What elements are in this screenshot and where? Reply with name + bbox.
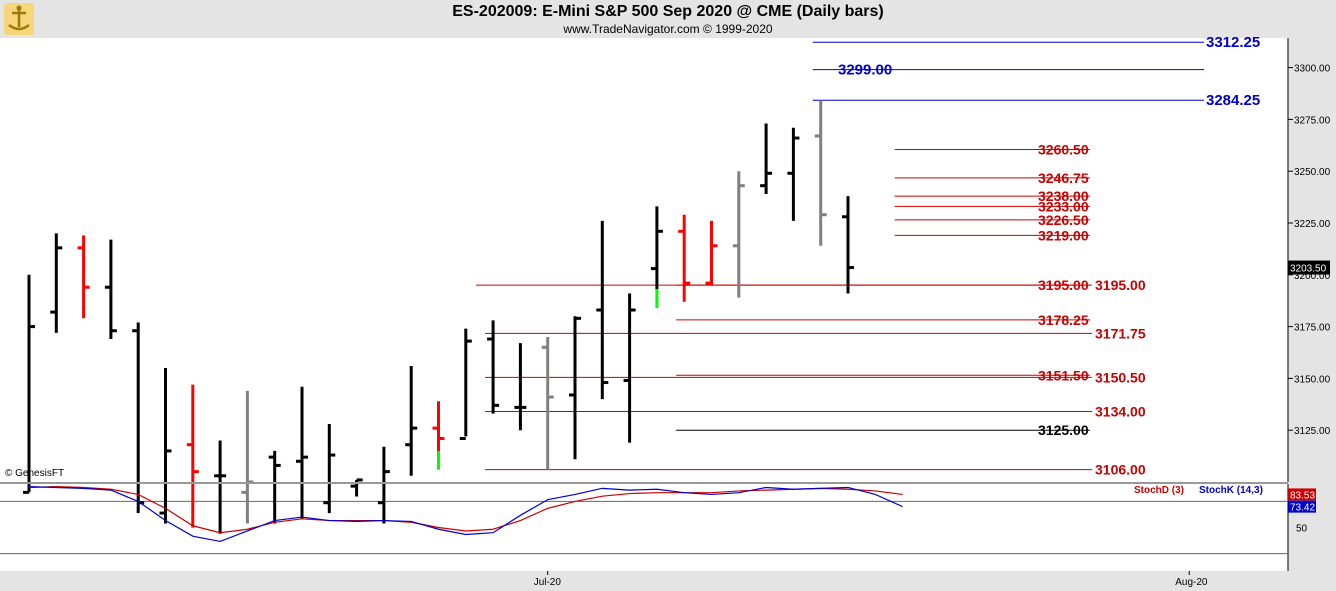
- level-label: 3312.25: [1206, 34, 1260, 51]
- price-panel-background: [0, 38, 1288, 482]
- current-price-marker: [1288, 260, 1330, 275]
- ohlc-bar: [268, 450, 281, 524]
- ship-logo-icon: [4, 3, 34, 35]
- price-tick-label: 3275.00: [1294, 115, 1331, 126]
- ohlc-bar: [377, 446, 390, 524]
- stochastic-value-label: 83.53: [1290, 490, 1315, 501]
- current-price-label: 3203.50: [1290, 264, 1327, 275]
- stochastic-value-label: 73.42: [1290, 503, 1315, 514]
- ohlc-bar: [650, 206, 663, 308]
- stochastic-axis: 50: [0, 484, 1308, 571]
- date-tick-label: Jul-20: [534, 577, 562, 588]
- chart-header: ES-202009: E-Mini S&P 500 Sep 2020 @ CME…: [0, 0, 1336, 38]
- panel-separator: [0, 482, 1288, 484]
- level-label: 3151.50: [1038, 367, 1089, 383]
- ohlc-bar: [23, 274, 35, 494]
- stochastic-panel-background: [0, 483, 1288, 571]
- ohlc-bar: [678, 214, 691, 302]
- date-axis: Jul-20 Aug-20: [534, 571, 1208, 588]
- ohlc-bar: [842, 196, 854, 294]
- price-bars: [0, 100, 1288, 534]
- level-label: 3260.50: [1038, 141, 1089, 157]
- level-label: 3219.00: [1038, 227, 1089, 243]
- stochastic-legend-item: StochD (3): [1134, 485, 1184, 496]
- stochastic-line: [28, 486, 903, 543]
- ohlc-bar: [459, 328, 472, 440]
- ohlc-bar: [186, 384, 199, 528]
- date-tick-label: Aug-20: [1175, 577, 1208, 588]
- level-label: 3238.00: [1038, 188, 1089, 204]
- price-tick-label: 3225.00: [1294, 219, 1331, 230]
- ohlc-bar: [623, 293, 636, 443]
- price-axis: 3300.00 3275.00 3250.00 3225.00 3200.00 3175.…: [1287, 38, 1331, 482]
- stochastic-value-marker: [1288, 488, 1316, 501]
- ohlc-bar: [50, 233, 63, 333]
- ohlc-bar: [432, 401, 445, 470]
- chart-title: ES-202009: E-Mini S&P 500 Sep 2020 @ CME…: [452, 3, 884, 20]
- ohlc-bar: [77, 235, 90, 319]
- price-tick-label: 3300.00: [1294, 64, 1331, 75]
- ohlc-bar: [159, 368, 172, 524]
- price-tick-label: 3150.00: [1294, 374, 1331, 385]
- price-tick-label: 3125.00: [1294, 426, 1331, 437]
- ohlc-bar: [814, 100, 827, 246]
- level-label: 3150.50: [1095, 369, 1146, 385]
- stochastic-legend: StochD (3) StochK (14,3): [1134, 485, 1263, 496]
- level-label: 3125.00: [1038, 422, 1089, 438]
- ohlc-bar: [705, 220, 718, 286]
- level-label: 3195.00: [1038, 277, 1089, 293]
- level-label: 3226.50: [1038, 212, 1089, 228]
- ohlc-bar: [732, 171, 745, 298]
- ohlc-bar: [214, 440, 227, 534]
- ohlc-bar: [405, 365, 418, 476]
- ohlc-bar: [514, 343, 527, 431]
- ohlc-bar: [569, 316, 581, 460]
- level-label: 3246.75: [1038, 170, 1089, 186]
- level-label: 3106.00: [1095, 462, 1146, 478]
- level-label: 3233.00: [1038, 198, 1089, 214]
- ohlc-bar: [596, 220, 609, 400]
- copyright-label: © GenesisFT: [5, 468, 65, 479]
- stochastic-tick-label: 50: [1296, 524, 1308, 535]
- ohlc-bar: [760, 123, 773, 194]
- stochastic-legend-item: StochK (14,3): [1199, 485, 1263, 496]
- price-levels: 3312.25 3299.00 3284.25 3260.50 3246.75 3238.…: [476, 34, 1260, 478]
- level-label: 3134.00: [1095, 404, 1146, 420]
- chart-subtitle: www.TradeNavigator.com © 1999-2020: [563, 22, 773, 36]
- level-label: 3195.00: [1095, 277, 1146, 293]
- price-tick-label: 3250.00: [1294, 167, 1331, 178]
- stochastic-line: [28, 486, 903, 534]
- level-label: 3178.25: [1038, 312, 1089, 328]
- ohlc-bar: [541, 336, 554, 470]
- price-tick-label: 3175.00: [1294, 323, 1331, 334]
- stochastic-value-marker: [1288, 500, 1316, 513]
- ohlc-bar: [296, 386, 308, 520]
- ohlc-bar: [104, 239, 117, 340]
- level-label: 3171.75: [1095, 325, 1146, 341]
- level-label: 3284.25: [1206, 92, 1260, 109]
- price-tick-label: 3200.00: [1294, 271, 1331, 282]
- level-label: 3299.00: [838, 62, 892, 79]
- ohlc-bar: [323, 423, 336, 514]
- ohlc-bar: [787, 127, 800, 221]
- ohlc-bar: [487, 320, 500, 414]
- stochastic-lines: 83.53 73.42: [28, 486, 1316, 543]
